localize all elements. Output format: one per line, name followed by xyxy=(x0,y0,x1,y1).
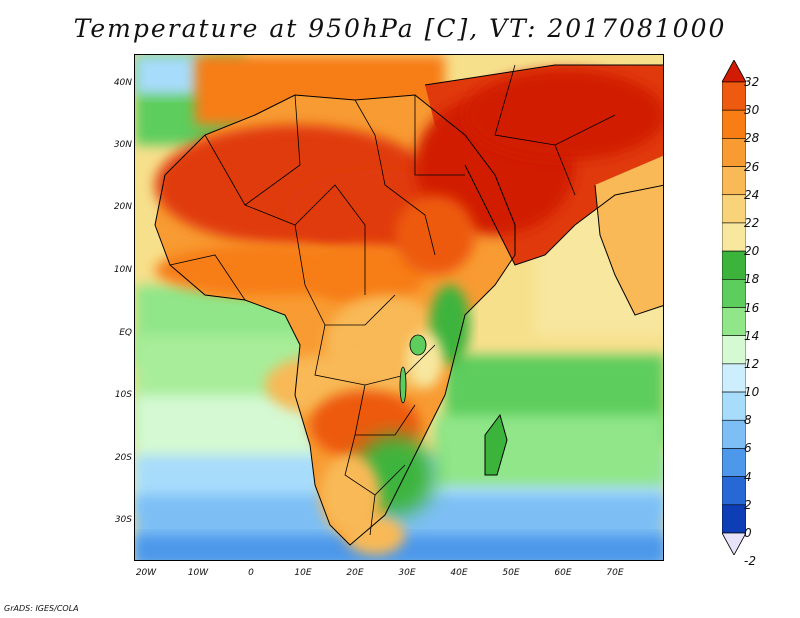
colorbar-segment xyxy=(722,109,746,139)
temperature-map xyxy=(134,54,664,561)
lake-tanganyika xyxy=(399,366,407,404)
colorbar-segment xyxy=(722,307,746,336)
colorbar-segment xyxy=(722,391,746,421)
lon-label: 20W xyxy=(135,568,157,578)
lat-label: 10S xyxy=(114,390,132,400)
lat-label: 20S xyxy=(114,453,132,463)
colorbar-label: 6 xyxy=(744,441,752,456)
lake-victoria xyxy=(409,334,427,356)
india-landmass xyxy=(595,155,663,315)
colorbar-label: 22 xyxy=(744,215,760,230)
arabia-coastline xyxy=(424,64,663,266)
lon-label: 0 xyxy=(248,568,254,578)
colorbar-label: 10 xyxy=(744,385,760,400)
colorbar-segment xyxy=(722,250,746,280)
india-coastline xyxy=(594,184,663,316)
colorbar-segment xyxy=(722,419,746,449)
lon-label: 10E xyxy=(294,568,312,578)
lat-label: EQ xyxy=(119,328,132,338)
colorbar-segment xyxy=(722,476,746,506)
colorbar-label: 24 xyxy=(744,187,760,202)
colorbar-label: 32 xyxy=(744,75,760,89)
lon-label: 10W xyxy=(187,568,209,578)
colorbar-segment xyxy=(722,363,746,393)
lon-label: 60E xyxy=(554,568,572,578)
colorbar xyxy=(722,60,746,555)
colorbar-segment xyxy=(722,504,746,534)
colorbar-segment xyxy=(722,279,746,308)
lat-label: 40N xyxy=(113,78,132,88)
colorbar-label: 20 xyxy=(744,244,760,259)
colorbar-label: 28 xyxy=(744,131,760,146)
colorbar-bottom-cap xyxy=(722,532,746,555)
map-title: Temperature at 950hPa [C], VT: 201708100… xyxy=(73,14,727,43)
colorbar-segment xyxy=(722,138,746,167)
country-borders xyxy=(169,64,616,536)
colorbar-label: -2 xyxy=(744,554,756,569)
colorbar-label: 2 xyxy=(744,497,752,512)
colorbar-label: 18 xyxy=(744,272,760,287)
temperature-field xyxy=(135,55,663,560)
colorbar-segment xyxy=(722,81,746,111)
colorbar-segment xyxy=(722,448,746,477)
colorbar-segment xyxy=(722,166,746,196)
colorbar-label: 16 xyxy=(744,300,760,315)
colorbar-label: 12 xyxy=(744,356,760,371)
colorbar-label: 0 xyxy=(744,526,752,540)
colorbar-label: 14 xyxy=(744,328,760,343)
colorbar-label: 4 xyxy=(744,469,752,484)
africa-coastline xyxy=(154,94,516,546)
colorbar-label: 8 xyxy=(744,413,752,428)
lon-label: 40E xyxy=(450,568,468,578)
lat-label: 30S xyxy=(114,515,132,525)
lat-label: 30N xyxy=(113,140,132,150)
madagascar xyxy=(485,415,507,475)
colorbar-top-cap xyxy=(722,60,746,83)
lat-label: 10N xyxy=(113,265,132,275)
lon-label: 70E xyxy=(606,568,624,578)
lon-label: 30E xyxy=(398,568,416,578)
colorbar-segment xyxy=(722,335,746,365)
lon-label: 50E xyxy=(502,568,520,578)
colorbar-segment xyxy=(722,222,746,252)
colorbar-segment xyxy=(722,194,746,224)
lat-label: 20N xyxy=(113,202,132,212)
footer-credit: GrADS: IGES/COLA xyxy=(4,604,79,613)
colorbar-label: 30 xyxy=(744,103,760,118)
lon-label: 20E xyxy=(346,568,364,578)
colorbar-label: 26 xyxy=(744,159,760,174)
